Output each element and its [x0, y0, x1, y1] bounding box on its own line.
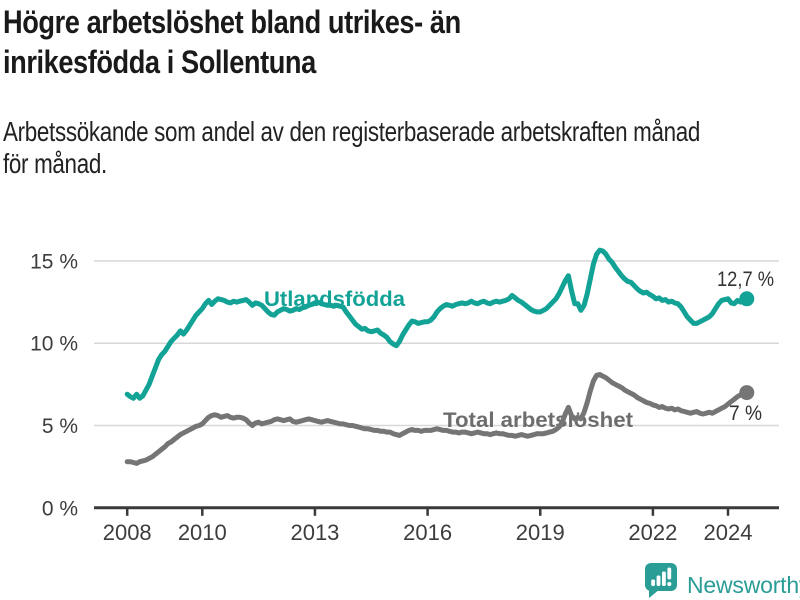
- chart-subtitle: Arbetssökande som andel av den registerb…: [3, 116, 700, 180]
- x-axis-label: 2022: [628, 520, 677, 545]
- title-line-1: Högre arbetslöshet bland utrikes- än: [3, 4, 461, 40]
- series-label-layer: Utlandsfödda Total arbetslöshet: [264, 288, 633, 432]
- bar-chart-speech-bubble-icon: [645, 563, 677, 598]
- subtitle-line-1: Arbetssökande som andel av den registerb…: [3, 116, 701, 147]
- newsworthy-logo: Newsworthy: [644, 562, 800, 599]
- page-title: Högre arbetslöshet bland utrikes- än inri…: [3, 2, 461, 82]
- series-line-total-arbetsloshet: [124, 372, 750, 466]
- title-line-2: inrikesfödda i Sollentuna: [3, 44, 316, 80]
- y-axis-label: 0 %: [42, 497, 78, 520]
- y-axis-label: 10 %: [30, 333, 78, 356]
- grid-layer: [94, 260, 779, 427]
- y-axis-label: 5 %: [42, 415, 78, 438]
- series-end-dot: [739, 291, 755, 307]
- x-axis-label: 2010: [178, 520, 227, 545]
- x-axis-label: 2016: [403, 520, 452, 545]
- series-label-utlandsfodda: Utlandsfödda: [264, 288, 405, 311]
- series-layer: [124, 247, 755, 466]
- series-line-utlandsfodda: [124, 247, 750, 401]
- newsworthy-logo-text: Newsworthy: [687, 572, 800, 598]
- x-axis-label: 2024: [704, 520, 753, 545]
- value-label-layer: 12,7 % 7 %: [717, 268, 774, 425]
- x-axis-label: 2019: [516, 520, 565, 545]
- axis-layer: 0 % 5 % 10 % 15 % 2008 2010 2013 2016 2019 2022 20…: [30, 250, 779, 545]
- subtitle-line-2: för månad.: [3, 148, 107, 179]
- series-end-value-label: 12,7 %: [717, 268, 774, 291]
- x-axis-label: 2008: [103, 520, 152, 545]
- x-axis-label: 2013: [290, 520, 339, 545]
- y-axis-label: 15 %: [30, 250, 78, 273]
- series-end-value-label: 7 %: [729, 402, 762, 425]
- series-end-dot: [739, 385, 755, 401]
- series-label-total-arbetsloshet: Total arbetslöshet: [443, 409, 633, 432]
